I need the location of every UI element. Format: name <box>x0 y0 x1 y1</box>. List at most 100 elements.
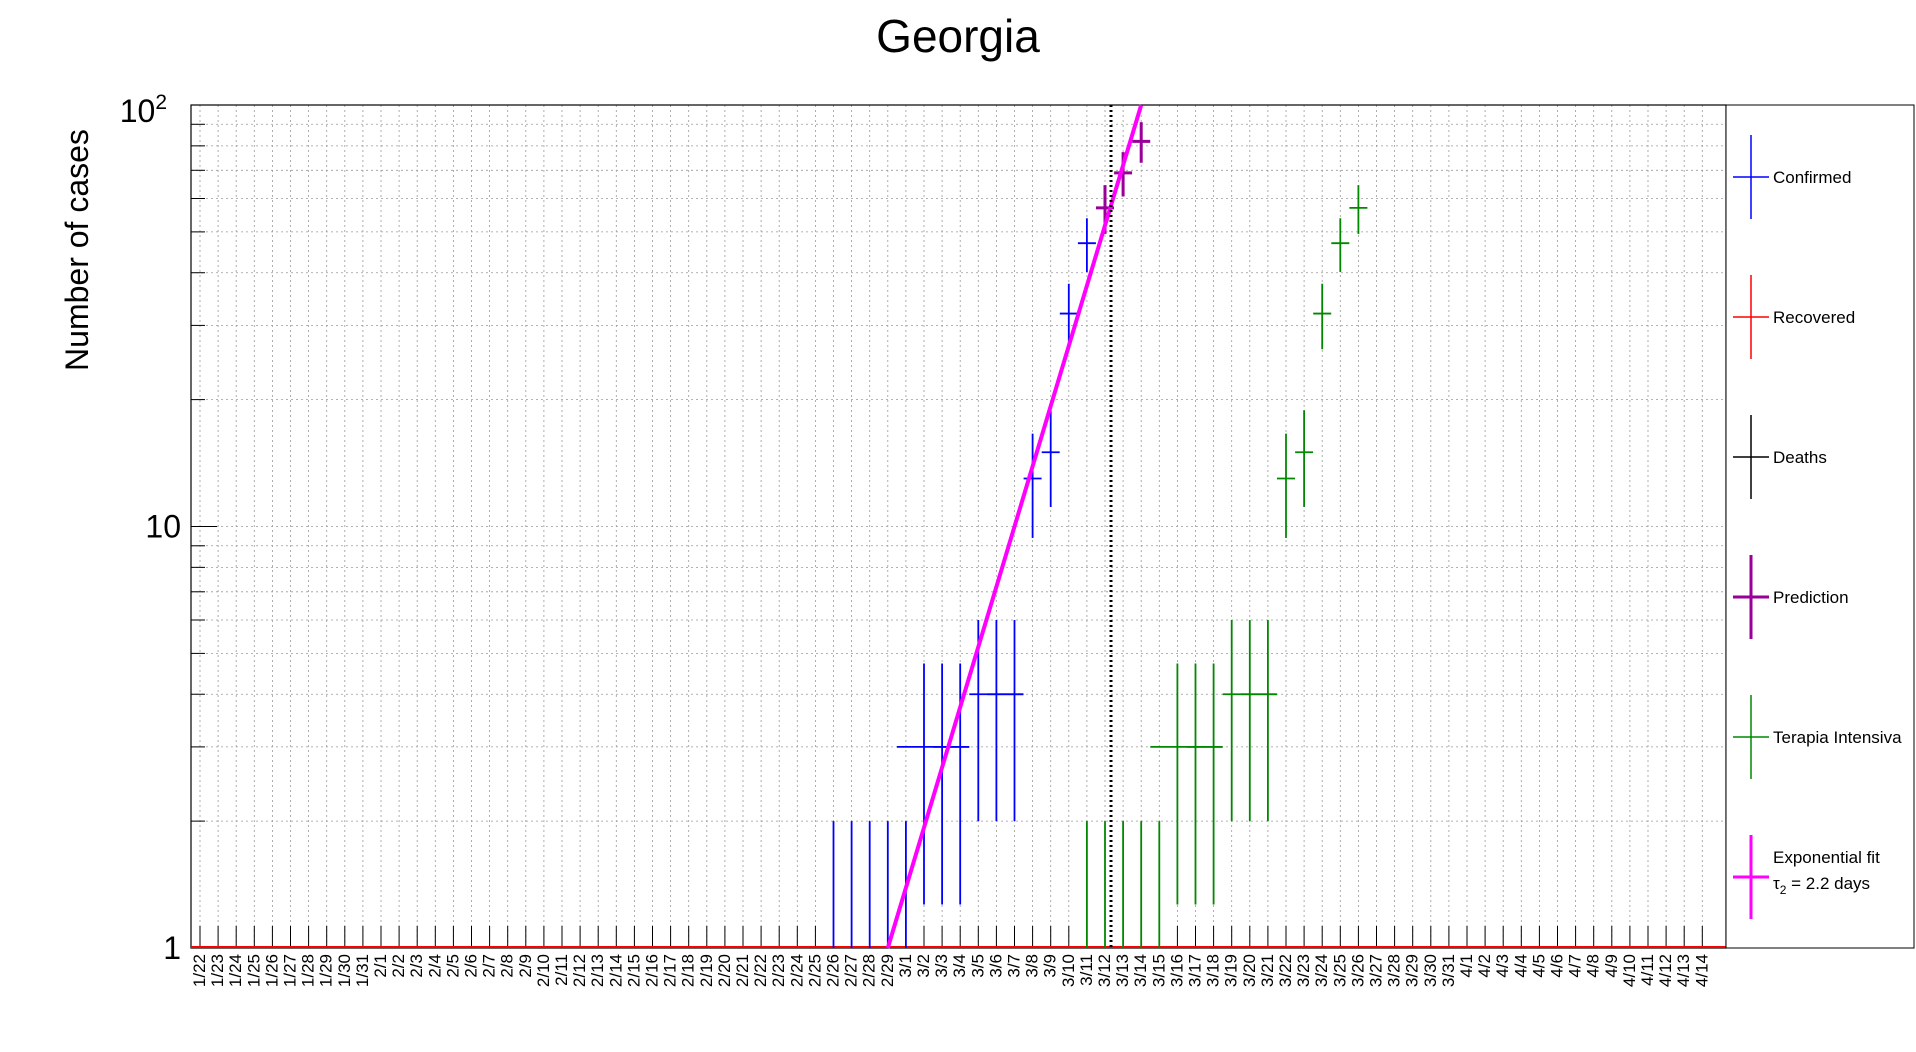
x-tick-label: 3/26 <box>1348 954 1367 987</box>
x-tick-label: 2/23 <box>769 954 788 987</box>
x-tick-label: 3/7 <box>1005 954 1024 978</box>
x-tick-label: 4/9 <box>1602 954 1621 978</box>
x-tick-label: 2/6 <box>462 954 481 978</box>
x-tick-label: 3/28 <box>1385 954 1404 987</box>
x-tick-label: 2/7 <box>480 954 499 978</box>
legend-label-recovered: Recovered <box>1773 308 1855 327</box>
x-tick-label: 2/26 <box>824 954 843 987</box>
x-tick-label: 1/28 <box>299 954 318 987</box>
x-tick-label: 3/17 <box>1186 954 1205 987</box>
x-tick-label: 3/8 <box>1023 954 1042 978</box>
x-tick-label: 2/12 <box>570 954 589 987</box>
x-tick-label: 3/3 <box>932 954 951 978</box>
x-tick-label: 1/27 <box>281 954 300 987</box>
x-tick-label: 1/23 <box>208 954 227 987</box>
x-tick-label: 2/9 <box>516 954 535 978</box>
x-tick-label: 2/8 <box>498 954 517 978</box>
x-tick-label: 3/18 <box>1204 954 1223 987</box>
x-tick-label: 3/25 <box>1330 954 1349 987</box>
x-tick-label: 2/15 <box>624 954 643 987</box>
x-tick-label: 2/13 <box>588 954 607 987</box>
x-tick-label: 2/17 <box>661 954 680 987</box>
x-tick-label: 3/2 <box>914 954 933 978</box>
x-tick-label: 1/24 <box>226 954 245 987</box>
x-tick-label: 4/3 <box>1493 954 1512 978</box>
y-tick-label: 1 <box>163 930 181 966</box>
exponential-fit-line <box>885 104 1144 949</box>
x-tick-label: 2/1 <box>371 954 390 978</box>
x-tick-label: 2/3 <box>407 954 426 978</box>
x-tick-label: 4/6 <box>1548 954 1567 978</box>
x-tick-label: 4/12 <box>1656 954 1675 987</box>
x-tick-label: 2/19 <box>697 954 716 987</box>
x-tick-label: 3/14 <box>1131 954 1150 987</box>
x-tick-label: 2/25 <box>805 954 824 987</box>
y-axis-label: Number of cases <box>59 129 95 371</box>
x-tick-label: 1/29 <box>317 954 336 987</box>
fit-parameter-symbol: τ <box>1773 874 1780 893</box>
x-tick-label: 4/8 <box>1584 954 1603 978</box>
x-tick-label: 3/1 <box>896 954 915 978</box>
x-tick-label: 2/18 <box>679 954 698 987</box>
x-tick-label: 3/5 <box>968 954 987 978</box>
y-tick-label: 102 <box>120 91 167 129</box>
legend-label-deaths: Deaths <box>1773 448 1827 467</box>
x-tick-label: 2/11 <box>552 954 571 986</box>
legend-fit-parameter: τ2 = 2.2 days <box>1773 874 1870 897</box>
x-tick-label: 2/10 <box>534 954 553 987</box>
x-tick-label: 3/11 <box>1077 954 1096 986</box>
x-tick-label: 2/27 <box>842 954 861 987</box>
x-tick-label: 3/21 <box>1258 954 1277 987</box>
chart-title: Georgia <box>876 10 1040 62</box>
x-tick-label: 3/6 <box>986 954 1005 978</box>
x-tick-label: 3/15 <box>1149 954 1168 987</box>
x-tick-label: 2/14 <box>606 954 625 987</box>
x-tick-label: 2/2 <box>389 954 408 978</box>
x-tick-label: 3/23 <box>1294 954 1313 987</box>
x-tick-label: 3/29 <box>1403 954 1422 987</box>
x-tick-label: 4/2 <box>1475 954 1494 978</box>
x-tick-label: 2/20 <box>715 954 734 987</box>
x-tick-label: 4/14 <box>1692 954 1711 987</box>
legend-label-terapia-intensiva: Terapia Intensiva <box>1773 728 1902 747</box>
fit-parameter-subscript: 2 <box>1780 883 1787 897</box>
x-tick-label: 4/11 <box>1638 954 1657 986</box>
x-tick-label: 4/10 <box>1620 954 1639 987</box>
y-tick-label-base: 10 <box>120 93 156 129</box>
x-tick-label: 2/5 <box>443 954 462 978</box>
x-tick-label: 2/22 <box>751 954 770 987</box>
x-tick-label: 4/1 <box>1457 954 1476 978</box>
x-tick-label: 3/22 <box>1276 954 1295 987</box>
x-tick-label: 4/5 <box>1529 954 1548 978</box>
x-tick-label: 3/27 <box>1367 954 1386 987</box>
x-tick-label: 2/29 <box>878 954 897 987</box>
x-tick-label: 1/25 <box>244 954 263 987</box>
x-tick-label: 3/16 <box>1167 954 1186 987</box>
x-tick-label: 3/20 <box>1240 954 1259 987</box>
x-tick-label: 3/31 <box>1439 954 1458 987</box>
x-tick-label: 4/7 <box>1566 954 1585 978</box>
x-tick-label: 3/30 <box>1421 954 1440 987</box>
data-marks <box>191 104 1726 949</box>
x-tick-label: 1/31 <box>353 954 372 987</box>
x-tick-label: 2/24 <box>787 954 806 987</box>
legend-box <box>1725 104 1915 949</box>
x-tick-label: 3/13 <box>1113 954 1132 987</box>
y-tick-label-exponent: 2 <box>155 91 167 114</box>
x-tick-label: 1/22 <box>190 954 209 987</box>
grid <box>191 105 1726 948</box>
legend-label-confirmed: Confirmed <box>1773 168 1851 187</box>
x-tick-label: 2/21 <box>733 954 752 987</box>
legend-label-exponential-fit: Exponential fit <box>1773 848 1880 867</box>
x-tick-label: 3/19 <box>1222 954 1241 987</box>
legend: Confirmed Recovered Deaths Prediction Terapi… <box>1725 104 1915 949</box>
legend-label-prediction: Prediction <box>1773 588 1849 607</box>
x-tick-label: 2/28 <box>860 954 879 987</box>
x-tick-label: 2/16 <box>643 954 662 987</box>
x-tick-label: 1/30 <box>335 954 354 987</box>
x-tick-label: 4/13 <box>1674 954 1693 987</box>
x-tick-label: 3/24 <box>1312 954 1331 987</box>
